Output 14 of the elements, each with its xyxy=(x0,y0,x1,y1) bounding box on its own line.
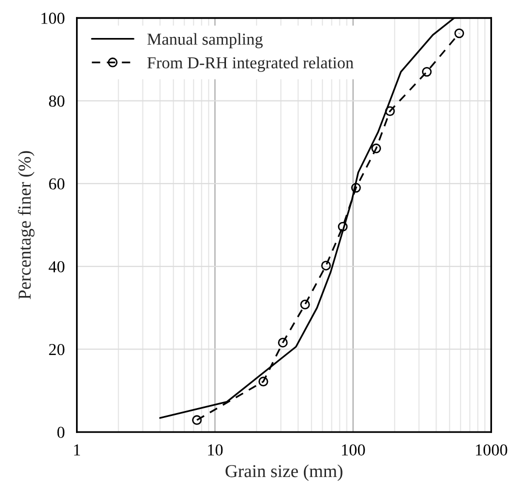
y-tick-label: 60 xyxy=(49,178,64,190)
x-tick-label: 1000 xyxy=(476,444,508,456)
y-tick-label: 100 xyxy=(42,12,64,24)
x-tick-label: 10 xyxy=(208,444,223,456)
x-tick-label: 1 xyxy=(74,444,80,456)
y-tick-label: 20 xyxy=(49,344,64,356)
legend-label: Manual sampling xyxy=(147,33,263,48)
x-tick-label: 100 xyxy=(342,444,365,456)
y-axis-title: Percentage finer (%) xyxy=(18,151,34,300)
y-tick-label: 0 xyxy=(57,426,64,438)
legend-label: From D-RH integrated relation xyxy=(147,56,354,72)
y-tick-label: 40 xyxy=(48,261,64,272)
x-axis-title: Grain size (mm) xyxy=(226,464,342,481)
y-tick-label: 80 xyxy=(49,95,64,107)
